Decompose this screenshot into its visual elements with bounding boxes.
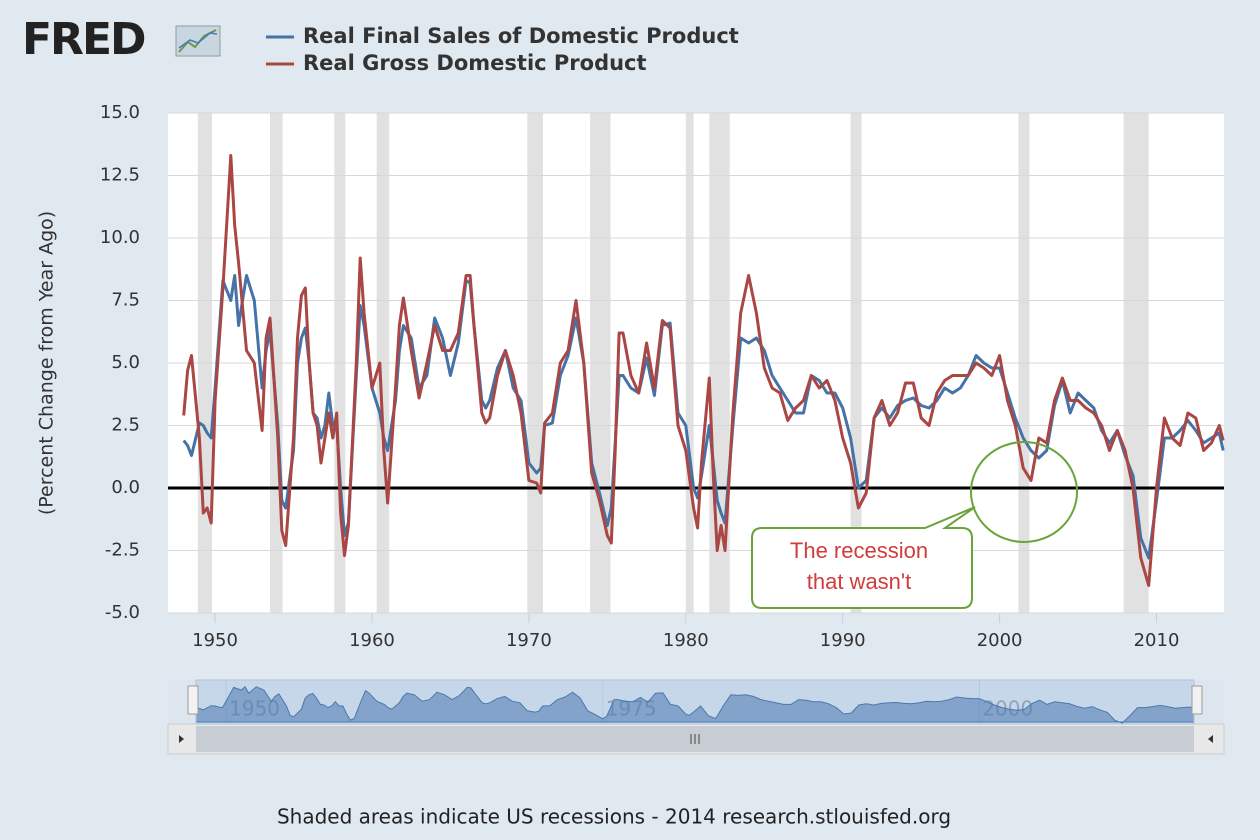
logo-icon — [175, 25, 221, 57]
series-line — [182, 154, 1225, 587]
y-tick-label: 2.5 — [111, 415, 140, 436]
logo: FRED — [22, 14, 145, 65]
scroll-left[interactable] — [179, 735, 184, 743]
x-tick-label: 1950 — [192, 630, 238, 651]
navigator-window — [195, 679, 1195, 725]
navigator-handle[interactable] — [1191, 685, 1203, 715]
y-tick-label: 7.5 — [111, 290, 140, 311]
legend-label: Real Final Sales of Domestic Product — [303, 24, 739, 48]
x-tick-label: 1970 — [506, 630, 552, 651]
annotation-text: The recession — [790, 538, 928, 563]
scrollbar-grip — [690, 734, 700, 744]
series-line — [182, 274, 1225, 560]
annotation-text: that wasn't — [807, 569, 911, 594]
y-axis-label: (Percent Change from Year Ago) — [36, 211, 58, 515]
y-tick-label: -5.0 — [105, 602, 140, 623]
y-tick-label: -2.5 — [105, 540, 140, 561]
y-tick-label: 15.0 — [100, 102, 140, 123]
chart-layer: -5.0 -2.5 0.0 2.5 5.0 7.5 10.0 12.5 15.0 1950 1960… — [100, 24, 1225, 725]
y-tick-label: 5.0 — [111, 352, 140, 373]
x-tick-label: 1960 — [349, 630, 395, 651]
navigator-area — [195, 686, 1195, 724]
legend-label: Real Gross Domestic Product — [303, 51, 647, 75]
y-tick-label: 12.5 — [100, 165, 140, 186]
x-tick-label: 2000 — [977, 630, 1023, 651]
x-tick-label: 1980 — [663, 630, 709, 651]
y-tick-label: 10.0 — [100, 227, 140, 248]
y-tick-label: 0.0 — [111, 477, 140, 498]
footer: Shaded areas indicate US recessions - 20… — [277, 805, 951, 829]
navigator-handle[interactable] — [187, 685, 199, 715]
scroll-right[interactable] — [1208, 735, 1213, 743]
x-tick-label: 1990 — [820, 630, 866, 651]
annotation: The recession that wasn't — [751, 441, 1078, 609]
x-tick-label: 2010 — [1134, 630, 1180, 651]
